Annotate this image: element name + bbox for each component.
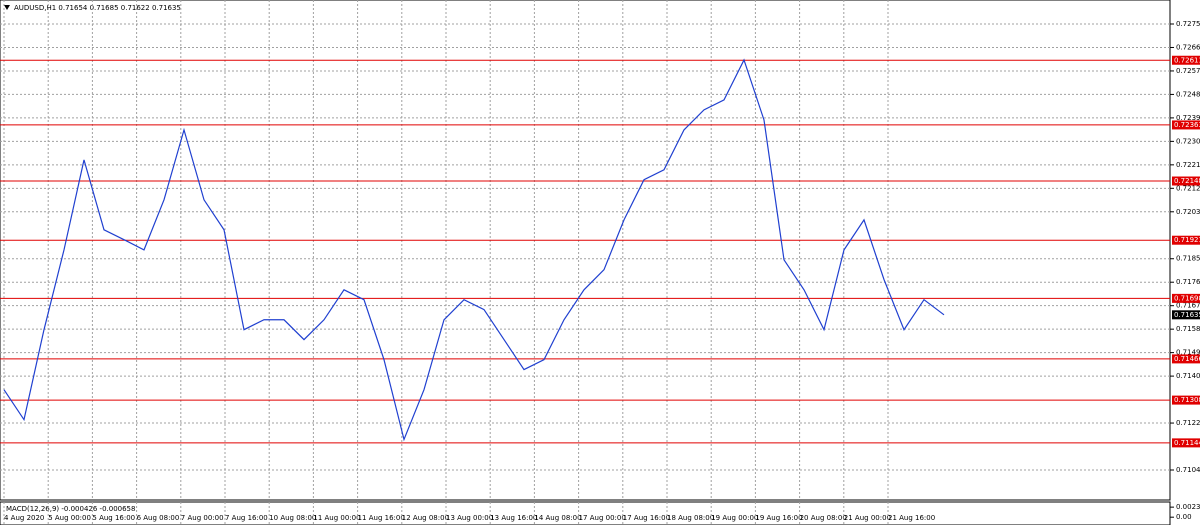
level-tag [1172, 55, 1200, 65]
x-tick-label: 12 Aug 08:00 [402, 514, 449, 522]
level-tag [1172, 395, 1200, 405]
chart-title: AUDUSD,H1 0.71654 0.71685 0.71622 0.7163… [14, 4, 181, 12]
x-tick-label: 7 Aug 16:00 [225, 514, 268, 522]
level-tag [1172, 354, 1200, 364]
x-tick-label: 14 Aug 08:00 [534, 514, 581, 522]
x-tick-label: 20 Aug 08:00 [800, 514, 847, 522]
x-tick-label: 6 Aug 08:00 [137, 514, 180, 522]
x-tick-label: 17 Aug 16:00 [623, 514, 670, 522]
x-tick-label: 19 Aug 16:00 [755, 514, 802, 522]
x-tick-label: 21 Aug 16:00 [888, 514, 935, 522]
level-label: 0.71921 [1174, 236, 1200, 244]
x-tick-label: 5 Aug 00:00 [48, 514, 91, 522]
x-tick-label: 11 Aug 16:00 [358, 514, 405, 522]
level-tag [1172, 293, 1200, 303]
macd-label: MACD(12,26,9) -0.000426 -0.000658 [6, 505, 135, 513]
level-label: 0.72148 [1174, 177, 1200, 185]
x-tick-label: 21 Aug 00:00 [844, 514, 891, 522]
x-tick-label: 7 Aug 00:00 [181, 514, 224, 522]
price-line [3, 58, 945, 442]
level-label: 0.71698 [1174, 294, 1200, 302]
level-label: 0.71144 [1174, 439, 1200, 447]
level-tag [1172, 235, 1200, 245]
level-label: 0.71466 [1174, 355, 1200, 363]
level-tag [1172, 176, 1200, 186]
x-tick-label: 19 Aug 00:00 [711, 514, 758, 522]
level-label: 0.71308 [1174, 396, 1200, 404]
x-tick-label: 5 Aug 16:00 [92, 514, 135, 522]
level-label: 0.72363 [1174, 121, 1200, 129]
macd-tick-label: 0.00 [1176, 513, 1192, 521]
level-tag [1172, 120, 1200, 130]
level-label: 0.72611 [1174, 56, 1200, 64]
level-tag [1172, 438, 1200, 448]
x-tick-label: 17 Aug 00:00 [579, 514, 626, 522]
macd-tick-label: 0.002315 [1176, 503, 1200, 511]
x-tick-label: 10 Aug 08:00 [269, 514, 316, 522]
x-tick-label: 4 Aug 2020 [4, 514, 44, 522]
current-price-tag [1172, 310, 1200, 320]
macd-pane [0, 501, 1171, 525]
current-price-label: 0.71635 [1174, 311, 1200, 319]
x-tick-label: 13 Aug 00:00 [446, 514, 493, 522]
x-tick-label: 18 Aug 08:00 [667, 514, 714, 522]
x-tick-label: 13 Aug 16:00 [490, 514, 537, 522]
menu-arrow[interactable] [4, 5, 10, 10]
x-tick-label: 11 Aug 00:00 [313, 514, 360, 522]
main-pane [0, 0, 1171, 501]
